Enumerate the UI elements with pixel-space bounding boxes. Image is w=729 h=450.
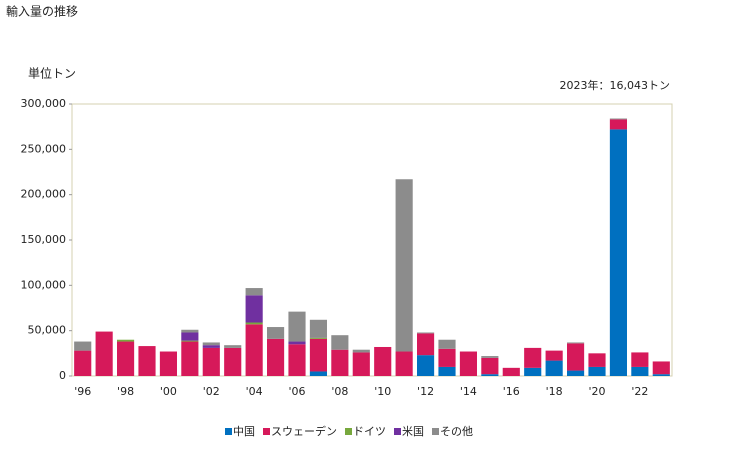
bar-segment — [545, 360, 563, 376]
bar-segment — [245, 288, 263, 296]
bar-segment — [459, 351, 477, 376]
bar-segment — [245, 322, 263, 325]
bar-segment — [567, 342, 585, 344]
bar-segment — [481, 357, 499, 375]
bar-segment — [331, 349, 349, 376]
bar-segment — [181, 341, 199, 376]
bar-segment — [417, 355, 435, 376]
bar-segment — [438, 348, 456, 367]
bar-segment — [609, 129, 627, 376]
bar-segment — [245, 324, 263, 376]
bar-segment — [224, 345, 242, 348]
x-tick-label: '16 — [503, 385, 520, 398]
bar-segment — [95, 331, 113, 376]
legend-label: スウェーデン — [271, 424, 337, 438]
y-tick-label: 300,000 — [21, 97, 67, 110]
y-tick-label: 200,000 — [21, 188, 67, 201]
y-tick-label: 0 — [59, 369, 66, 382]
bar-segment — [652, 361, 670, 375]
bar-segment — [588, 353, 606, 367]
bar-segment — [117, 341, 135, 376]
bar-segment — [395, 351, 413, 376]
bar-segment — [181, 329, 199, 333]
x-tick-label: '08 — [331, 385, 348, 398]
bar-segment — [481, 356, 499, 358]
bar-segment — [181, 340, 199, 342]
y-axis-label: 単位トン — [28, 66, 76, 81]
bar-segment — [395, 179, 413, 352]
bar-segment — [331, 335, 349, 350]
bar-segment — [417, 332, 435, 334]
x-tick-label: '20 — [588, 385, 605, 398]
bar-segment — [481, 374, 499, 376]
x-tick-label: '14 — [460, 385, 477, 398]
legend-swatch — [345, 428, 352, 435]
legend-swatch — [263, 428, 270, 435]
bar-segment — [631, 366, 649, 376]
bar-segment — [438, 339, 456, 349]
bar-segment — [117, 339, 135, 342]
bar-segment — [588, 366, 606, 376]
bar-segment — [309, 338, 327, 372]
bar-segment — [352, 352, 370, 376]
y-tick-label: 250,000 — [21, 142, 67, 155]
legend-label: その他 — [440, 425, 473, 438]
legend-label: 米国 — [402, 425, 424, 438]
bar-segment — [438, 366, 456, 376]
bar-segment — [202, 347, 220, 376]
x-tick-label: '22 — [631, 385, 648, 398]
chart-title: 輸入量の推移 — [6, 4, 78, 19]
x-tick-label: '10 — [374, 385, 391, 398]
bar-segment — [309, 371, 327, 376]
bar-segment — [288, 341, 306, 345]
legend-swatch — [225, 428, 232, 435]
bar-segment — [159, 351, 177, 376]
bar-segment — [567, 343, 585, 371]
bar-segment — [374, 346, 392, 376]
x-tick-label: '12 — [417, 385, 434, 398]
bar-segment — [74, 350, 92, 376]
bar-segment — [631, 352, 649, 367]
bar-segment — [224, 347, 242, 376]
x-tick-label: '06 — [288, 385, 305, 398]
bar-segment — [74, 341, 92, 351]
bar-segment — [567, 370, 585, 376]
bar-segment — [309, 337, 327, 339]
x-tick-label: '18 — [546, 385, 563, 398]
bar-segment — [267, 338, 285, 376]
bar-segment — [138, 346, 156, 376]
x-tick-label: '04 — [246, 385, 263, 398]
bar-segment — [288, 311, 306, 342]
y-tick-label: 150,000 — [21, 233, 67, 246]
bar-segment — [181, 332, 199, 341]
bar-segment — [267, 327, 285, 339]
bar-segment — [652, 374, 670, 376]
plot-frame — [71, 103, 673, 377]
legend-swatch — [432, 428, 439, 435]
bar-segment — [609, 118, 627, 120]
bar-segment — [309, 319, 327, 338]
bar-segment — [352, 349, 370, 353]
bar-segment — [288, 344, 306, 376]
legend-label: ドイツ — [353, 425, 386, 438]
y-tick-label: 100,000 — [21, 278, 67, 291]
bar-segment — [524, 347, 542, 368]
legend-label: 中国 — [233, 425, 255, 438]
bar-segment — [502, 367, 520, 376]
x-tick-label: '00 — [160, 385, 177, 398]
legend-swatch — [394, 428, 401, 435]
x-tick-label: '98 — [117, 385, 134, 398]
annotation: 2023年：16,043トン — [560, 78, 670, 92]
bar-segment — [417, 333, 435, 356]
bar-segment — [524, 367, 542, 376]
y-tick-label: 50,000 — [28, 324, 67, 337]
bar-segment — [202, 342, 220, 346]
bar-segment — [202, 345, 220, 348]
x-tick-label: '96 — [74, 385, 91, 398]
bar-segment — [609, 119, 627, 130]
x-tick-label: '02 — [203, 385, 220, 398]
bar-segment — [545, 350, 563, 361]
bar-segment — [245, 295, 263, 323]
